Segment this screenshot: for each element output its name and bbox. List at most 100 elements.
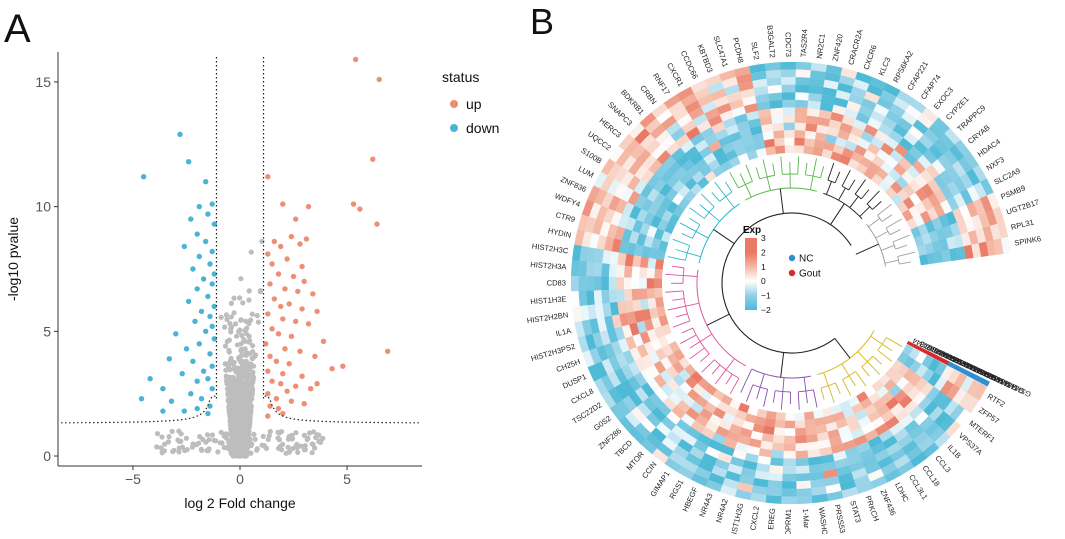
gene-label: CXCR6 — [862, 44, 879, 71]
point-not-significant — [248, 361, 253, 366]
dendrogram-branch — [813, 158, 816, 176]
point-not-significant — [261, 434, 266, 439]
heatmap-cell — [782, 100, 795, 108]
point-up — [385, 349, 390, 354]
heatmap-cell — [796, 496, 812, 505]
heatmap-cell — [609, 276, 617, 289]
point-not-significant — [184, 436, 189, 441]
heatmap-cell — [767, 480, 782, 489]
gene-label: IL1A — [555, 326, 573, 338]
point-not-significant — [305, 437, 310, 442]
gene-label: DUSP1 — [561, 372, 588, 391]
heatmap-cell — [795, 420, 806, 428]
point-down — [199, 309, 204, 314]
point-not-significant — [171, 448, 176, 453]
gene-label: HDAC4 — [976, 137, 1002, 159]
dendrogram-branch — [682, 328, 693, 333]
dendrogram-branch — [781, 353, 784, 378]
point-up — [310, 291, 315, 296]
heatmap-cell — [795, 458, 809, 466]
point-up — [265, 251, 270, 256]
gene-label: NR4A3 — [697, 492, 714, 518]
dendrogram-branch — [842, 170, 850, 186]
dendrogram-branch — [824, 373, 829, 386]
point-not-significant — [247, 418, 252, 423]
group-legend-label: Gout — [799, 269, 821, 280]
exp-tick-label: −1 — [761, 291, 771, 301]
point-up — [276, 271, 281, 276]
point-down — [207, 351, 212, 356]
point-up — [284, 256, 289, 261]
group-legend-dot-Gout — [789, 270, 795, 276]
point-not-significant — [207, 437, 212, 442]
dendrogram-branch — [896, 245, 907, 249]
heatmap-cell — [768, 472, 783, 481]
gene-label: SLC2A9 — [992, 166, 1021, 187]
dendrogram-branch — [672, 266, 684, 268]
group-bar-NC — [977, 377, 979, 382]
dendrogram-branch — [856, 244, 879, 254]
dendrogram-branch — [842, 380, 850, 396]
dendrogram-branch — [726, 196, 735, 207]
dendrogram-branch — [828, 386, 834, 403]
heatmap-cell — [586, 261, 595, 276]
gene-label: RTF2 — [986, 392, 1007, 409]
dendrogram-branch — [773, 391, 775, 403]
point-not-significant — [246, 298, 251, 303]
dendrogram-branch — [871, 336, 883, 344]
heatmap-cell — [794, 145, 804, 153]
dendrogram-branch — [873, 356, 882, 364]
heatmap-cell — [766, 487, 782, 496]
dendrogram-branch — [899, 262, 911, 264]
heatmap-cell — [795, 77, 810, 85]
group-legend-label: NC — [799, 254, 813, 265]
dendrogram-branch — [781, 392, 783, 410]
point-up — [306, 321, 311, 326]
heatmap-cell — [784, 130, 795, 138]
gene-label: SPINK6 — [1014, 234, 1042, 248]
dendrogram-branch — [701, 194, 714, 207]
point-down — [173, 331, 178, 336]
point-not-significant — [239, 341, 244, 346]
gene-label: SLF2 — [749, 41, 761, 60]
point-down — [205, 411, 210, 416]
point-down — [192, 319, 197, 324]
gene-label: HIST2H3A — [530, 260, 568, 272]
point-not-significant — [258, 289, 263, 294]
gene-label: CRACR2A — [846, 28, 864, 66]
point-up — [276, 406, 281, 411]
point-not-significant — [227, 447, 232, 452]
point-up — [287, 361, 292, 366]
dendrogram-branch — [861, 190, 869, 199]
gene-label: CXCL8 — [569, 386, 595, 406]
dendrogram-branch — [682, 233, 693, 238]
point-up — [289, 234, 294, 239]
heatmap-cell — [775, 412, 785, 420]
point-up — [293, 216, 298, 221]
point-down — [210, 281, 215, 286]
dendrogram-branch — [839, 188, 846, 200]
heatmap-cell — [639, 267, 647, 278]
heatmap-cell — [601, 276, 609, 290]
heatmap-cell — [765, 146, 776, 155]
point-up — [314, 381, 319, 386]
point-not-significant — [234, 370, 239, 375]
point-up — [353, 57, 358, 62]
point-not-significant — [199, 448, 204, 453]
point-not-significant — [250, 378, 255, 383]
heatmap-cell — [632, 266, 640, 278]
dendrogram-branch — [672, 299, 684, 301]
dendrogram-root-arc — [722, 213, 851, 353]
gene-label: STAT3 — [848, 500, 863, 524]
point-not-significant — [213, 438, 218, 443]
heatmap-cell — [594, 276, 602, 291]
heatmap-cell — [782, 466, 796, 474]
gene-label: G0S2 — [592, 414, 613, 433]
dendrogram-branch — [726, 374, 733, 384]
legend-dot-down — [450, 124, 458, 132]
dendrogram-branch — [683, 276, 697, 277]
point-not-significant — [219, 315, 224, 320]
y-tick-label: 0 — [43, 448, 51, 464]
point-not-significant — [182, 448, 187, 453]
heatmap-cell — [655, 259, 664, 270]
